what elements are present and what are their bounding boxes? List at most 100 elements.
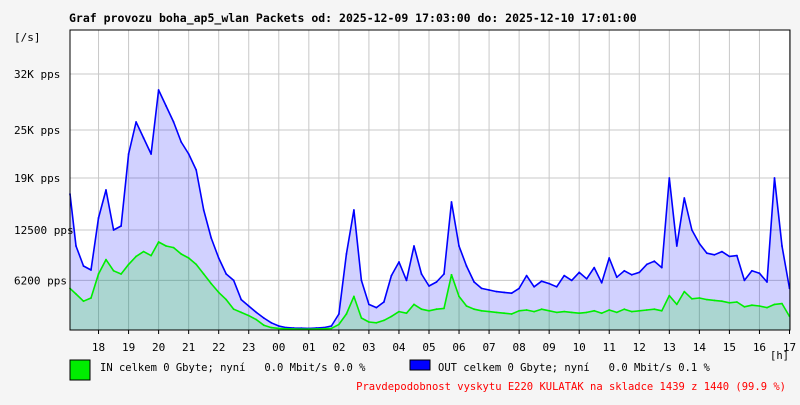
data-point bbox=[653, 308, 656, 311]
data-point bbox=[473, 281, 475, 283]
data-point bbox=[322, 327, 325, 330]
data-point bbox=[766, 306, 768, 309]
y-tick-label: 32K pps bbox=[14, 68, 60, 81]
data-point bbox=[105, 258, 107, 261]
x-tick-label: 06 bbox=[452, 341, 465, 354]
data-point bbox=[660, 266, 663, 269]
data-point bbox=[623, 308, 626, 311]
data-point bbox=[713, 253, 716, 256]
data-point bbox=[458, 245, 460, 247]
data-point bbox=[578, 312, 581, 315]
data-point bbox=[262, 317, 265, 319]
data-point bbox=[773, 177, 776, 179]
data-point bbox=[390, 274, 393, 277]
data-point bbox=[495, 311, 498, 314]
data-point bbox=[525, 274, 528, 277]
data-point bbox=[495, 290, 498, 293]
series-out bbox=[69, 89, 791, 330]
data-point bbox=[570, 279, 573, 282]
data-point bbox=[608, 309, 611, 311]
x-tick-label: 01 bbox=[302, 341, 315, 354]
data-point bbox=[353, 295, 355, 298]
data-point bbox=[172, 246, 175, 249]
data-point bbox=[247, 305, 250, 307]
data-point bbox=[743, 279, 746, 282]
data-point bbox=[202, 273, 205, 275]
data-point bbox=[187, 257, 190, 259]
data-point bbox=[383, 319, 385, 322]
x-tick-label: 21 bbox=[182, 341, 195, 354]
series-layer bbox=[69, 89, 791, 331]
data-point bbox=[713, 299, 716, 302]
data-point bbox=[593, 309, 596, 312]
data-point bbox=[413, 303, 415, 306]
x-tick-label: 08 bbox=[512, 341, 525, 354]
data-point bbox=[165, 245, 168, 247]
data-point bbox=[503, 312, 505, 315]
data-point bbox=[360, 317, 363, 319]
data-point bbox=[120, 225, 122, 227]
data-point bbox=[593, 266, 596, 269]
data-point bbox=[721, 250, 723, 253]
data-point bbox=[473, 308, 475, 311]
data-point bbox=[721, 300, 723, 303]
legend-out-swatch bbox=[409, 359, 431, 371]
data-point bbox=[585, 277, 588, 280]
data-point bbox=[683, 290, 686, 293]
data-point bbox=[608, 257, 611, 259]
data-point bbox=[225, 298, 228, 301]
data-point bbox=[225, 273, 228, 275]
data-point bbox=[728, 301, 731, 304]
data-point bbox=[563, 274, 566, 277]
legend-out-label: OUT celkem 0 Gbyte; nyní 0.0 Mbit/s 0.1 … bbox=[438, 362, 711, 374]
data-point bbox=[172, 121, 175, 123]
x-tick-label: 09 bbox=[543, 341, 556, 354]
data-point bbox=[330, 325, 333, 327]
y-tick-label: 6200 pps bbox=[14, 274, 67, 287]
data-point bbox=[645, 263, 648, 266]
legend-in-swatch bbox=[69, 359, 91, 381]
data-point bbox=[518, 287, 520, 290]
data-point bbox=[465, 265, 468, 267]
data-point bbox=[510, 292, 513, 295]
data-point bbox=[292, 328, 295, 330]
data-point bbox=[675, 303, 678, 306]
data-point bbox=[112, 229, 115, 231]
data-point bbox=[533, 285, 535, 288]
x-tick-label: 16 bbox=[753, 341, 766, 354]
data-point bbox=[540, 308, 543, 311]
data-point bbox=[781, 302, 783, 305]
data-point bbox=[135, 121, 138, 123]
data-point bbox=[232, 279, 235, 282]
legend-in-label: IN celkem 0 Gbyte; nyní 0.0 Mbit/s 0.0 % bbox=[100, 362, 366, 374]
data-point bbox=[751, 304, 753, 307]
data-point bbox=[368, 303, 370, 306]
data-point bbox=[247, 314, 250, 317]
data-point bbox=[691, 297, 693, 300]
data-point bbox=[270, 321, 273, 324]
data-point bbox=[623, 269, 626, 272]
x-tick-label: 11 bbox=[603, 341, 616, 354]
data-point bbox=[255, 311, 258, 314]
data-point bbox=[600, 281, 603, 284]
data-point bbox=[330, 327, 333, 330]
data-point bbox=[360, 279, 363, 282]
data-point bbox=[75, 293, 77, 295]
data-point bbox=[270, 326, 273, 329]
data-point bbox=[698, 242, 701, 245]
data-point bbox=[758, 305, 761, 307]
x-tick-label: 07 bbox=[482, 341, 495, 354]
footer-note: Pravdepodobnost vyskytu E220 KULATAK na … bbox=[356, 381, 786, 393]
data-point bbox=[262, 324, 265, 327]
data-point bbox=[285, 327, 288, 330]
data-point bbox=[90, 269, 92, 271]
data-point bbox=[548, 282, 551, 285]
x-tick-label: 14 bbox=[693, 341, 707, 354]
data-point bbox=[510, 313, 513, 315]
data-point bbox=[548, 309, 551, 312]
data-point bbox=[488, 310, 490, 313]
data-point bbox=[413, 245, 415, 247]
data-point bbox=[202, 209, 205, 211]
data-point bbox=[435, 281, 438, 283]
